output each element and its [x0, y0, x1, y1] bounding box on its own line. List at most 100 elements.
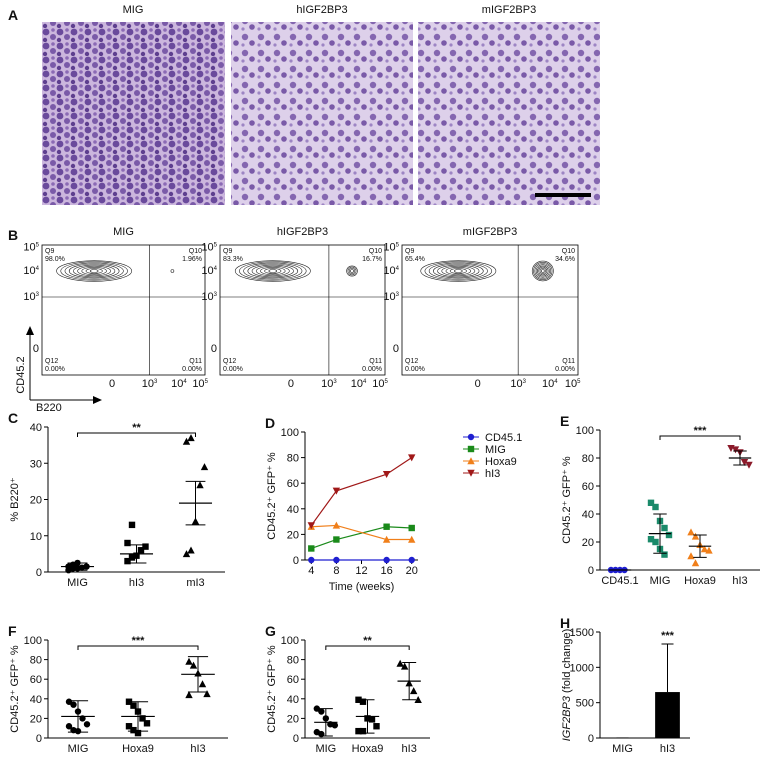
arrow-head [26, 326, 34, 335]
y-tick-label: 10 [30, 531, 42, 543]
x-tick-label: MIG [67, 577, 88, 589]
tick-label: 105 [201, 242, 217, 254]
image-title: mIGF2BP3 [482, 4, 536, 16]
tick-base: 10 [383, 291, 395, 303]
point [333, 557, 339, 563]
panel-label: C [8, 410, 18, 426]
tick-label: 103 [321, 378, 337, 390]
tick-base: 10 [23, 242, 35, 254]
quadrant-name: Q12 [223, 358, 236, 365]
quadrant-value: 16.7% [362, 256, 382, 263]
histology-image [231, 22, 413, 205]
tick-label: 105 [372, 378, 388, 390]
y-tick-label: 60 [30, 674, 42, 686]
panel-label: D [265, 415, 275, 431]
image-title: MIG [123, 4, 144, 16]
x-tick-label: MIG [650, 575, 671, 587]
legend-label: CD45.1 [485, 432, 522, 444]
tick-exp: 3 [333, 379, 337, 385]
contour [454, 270, 462, 273]
point [196, 481, 203, 488]
tick-base: 0 [475, 378, 481, 390]
quadrant-value: 65.4% [405, 256, 425, 263]
y-tick-label: 0 [36, 567, 42, 579]
axis-title: Time (weeks) [329, 581, 395, 593]
tick-label: 103 [383, 291, 399, 303]
tick-exp: 5 [396, 243, 400, 249]
y-tick-label: 100 [576, 425, 594, 437]
scale-bar [535, 193, 591, 197]
quadrant-value: 83.3% [223, 256, 243, 263]
contour [537, 266, 548, 276]
contour [450, 268, 466, 273]
panel-label: E [560, 413, 569, 429]
point [373, 723, 379, 729]
tick-exp: 4 [214, 266, 218, 272]
tick-label: 104 [201, 265, 217, 277]
point [409, 525, 415, 531]
point [410, 687, 417, 694]
tick-label: 103 [510, 378, 526, 390]
quadrant-name: Q11 [369, 358, 382, 365]
point [687, 552, 694, 559]
axis-title: CD45.2⁺ GFP⁺ % [561, 456, 573, 544]
x-tick-label: 12 [355, 565, 367, 577]
point [318, 708, 324, 714]
contour [265, 268, 281, 273]
x-tick-label: 4 [308, 565, 314, 577]
tick-label: 0 [211, 343, 217, 355]
point [383, 557, 389, 563]
y-tick-label: 0 [293, 555, 299, 567]
y-tick-label: 80 [287, 453, 299, 465]
point [199, 680, 206, 687]
quadrant-value: 0.00% [182, 366, 202, 373]
y-tick-label: 80 [30, 655, 42, 667]
point [369, 716, 375, 722]
tick-base: 0 [288, 378, 294, 390]
image-title: hIGF2BP3 [296, 4, 347, 16]
x-tick-label: Hoxa9 [122, 743, 154, 755]
y-tick-label: 0 [588, 565, 594, 577]
tick-exp: 4 [36, 266, 40, 272]
y-tick-label: 60 [582, 481, 594, 493]
contour [61, 262, 128, 280]
tick-exp: 5 [385, 379, 389, 385]
y-tick-label: 20 [30, 495, 42, 507]
point [187, 546, 194, 553]
bar [655, 692, 680, 738]
contour [536, 265, 549, 278]
contour [438, 265, 480, 277]
y-tick-label: 40 [30, 694, 42, 706]
y-tick-label: 40 [287, 504, 299, 516]
x-tick-label: MIG [68, 743, 89, 755]
tick-base: 10 [565, 378, 577, 390]
contour [78, 266, 111, 276]
series-line [311, 527, 411, 549]
significance-label: ** [363, 635, 372, 647]
tick-exp: 3 [214, 292, 218, 298]
tick-label: 104 [171, 378, 187, 390]
point [308, 557, 314, 563]
tick-base: 10 [542, 378, 554, 390]
quadrant-name: Q9 [405, 248, 414, 255]
x-tick-label: hI3 [129, 577, 144, 589]
x-tick-label: Hoxa9 [352, 743, 384, 755]
arrow-head [93, 396, 102, 404]
x-tick-label: MIG [315, 743, 336, 755]
tick-exp: 4 [554, 379, 558, 385]
error-bar [662, 644, 674, 692]
point [468, 434, 474, 440]
quadrant-name: Q12 [45, 358, 58, 365]
contour [351, 270, 354, 273]
contour [532, 261, 553, 281]
tick-label: 0 [475, 378, 481, 390]
significance-label: ** [132, 422, 141, 434]
tick-base: 0 [211, 343, 217, 355]
x-tick-label: CD45.1 [601, 575, 638, 587]
tick-exp: 3 [396, 292, 400, 298]
significance-label: *** [694, 425, 708, 437]
point [187, 434, 194, 441]
tick-exp: 4 [183, 379, 187, 385]
tick-base: 10 [351, 378, 363, 390]
